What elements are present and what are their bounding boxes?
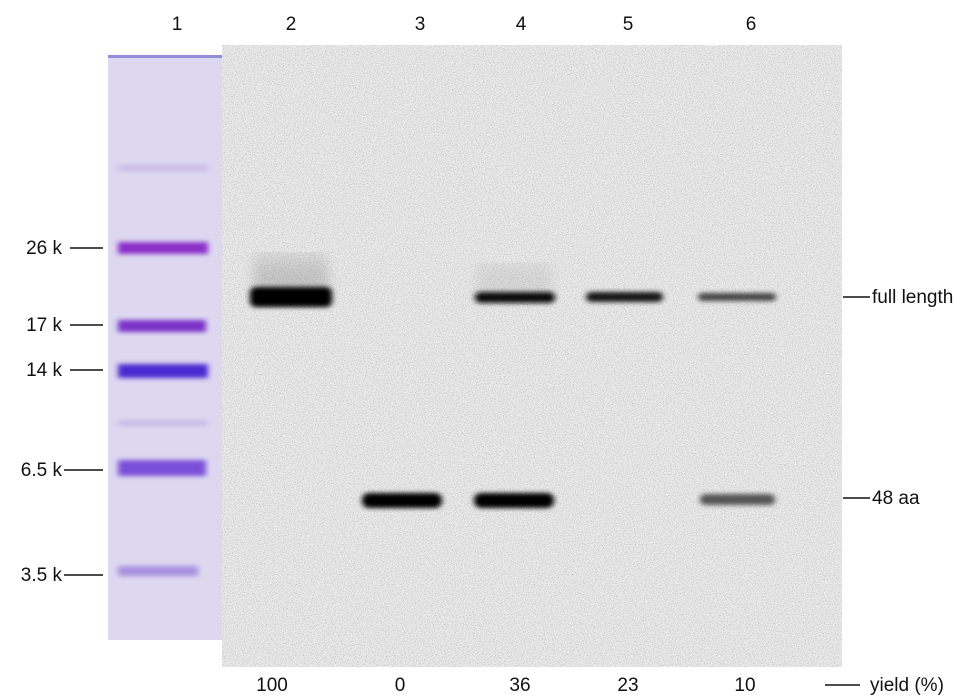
marker-label: 6.5 k	[21, 460, 63, 481]
yield-label: yield (%)	[870, 675, 944, 696]
yield-value: 10	[734, 675, 755, 696]
yield-value: 0	[395, 675, 406, 696]
lane-label: 6	[746, 14, 757, 35]
gel-noise	[222, 45, 842, 667]
band-label: 48 aa	[872, 488, 920, 509]
yield-value: 36	[509, 675, 530, 696]
sample-bands	[250, 260, 776, 508]
marker-label: 26 k	[26, 238, 62, 259]
yield-value: 23	[617, 675, 638, 696]
lane-label: 4	[516, 14, 527, 35]
marker-label: 3.5 k	[21, 565, 63, 586]
lane-label: 1	[172, 14, 183, 35]
yield-value: 100	[256, 675, 288, 696]
ladder-top	[108, 55, 222, 58]
marker-label: 17 k	[26, 315, 62, 336]
marker-label: 14 k	[26, 360, 62, 381]
lane-label: 5	[623, 14, 634, 35]
ladder-bands	[118, 165, 208, 576]
ladder-lane	[108, 55, 222, 640]
band-label: full length	[872, 287, 953, 308]
lane-label: 3	[415, 14, 426, 35]
lane-label: 2	[286, 14, 297, 35]
